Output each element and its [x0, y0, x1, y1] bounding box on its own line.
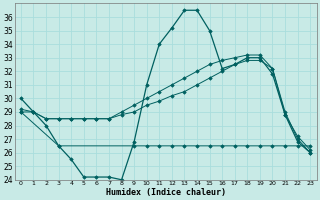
- X-axis label: Humidex (Indice chaleur): Humidex (Indice chaleur): [106, 188, 226, 197]
